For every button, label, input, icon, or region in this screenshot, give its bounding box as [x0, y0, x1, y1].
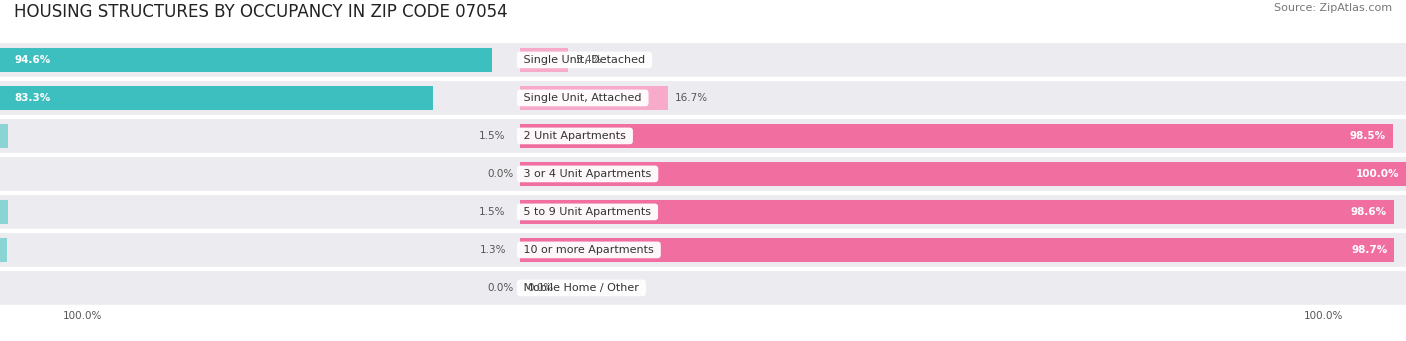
- FancyBboxPatch shape: [0, 231, 1406, 268]
- FancyBboxPatch shape: [0, 193, 1406, 231]
- Text: 5 to 9 Unit Apartments: 5 to 9 Unit Apartments: [520, 207, 655, 217]
- Text: 100.0%: 100.0%: [63, 311, 103, 321]
- Bar: [520, 48, 568, 72]
- Text: 94.6%: 94.6%: [14, 55, 51, 65]
- Bar: [520, 124, 1393, 148]
- Text: 98.6%: 98.6%: [1350, 207, 1386, 217]
- Text: 100.0%: 100.0%: [1303, 311, 1343, 321]
- FancyBboxPatch shape: [0, 117, 1406, 154]
- Bar: [0, 86, 433, 110]
- FancyBboxPatch shape: [0, 79, 1406, 117]
- Bar: [0, 124, 8, 148]
- Text: 10 or more Apartments: 10 or more Apartments: [520, 245, 658, 255]
- FancyBboxPatch shape: [0, 269, 1406, 307]
- Text: 98.7%: 98.7%: [1351, 245, 1388, 255]
- Text: 16.7%: 16.7%: [675, 93, 709, 103]
- FancyBboxPatch shape: [0, 155, 1406, 192]
- Text: 3 or 4 Unit Apartments: 3 or 4 Unit Apartments: [520, 169, 655, 179]
- Bar: [520, 162, 1406, 186]
- Text: HOUSING STRUCTURES BY OCCUPANCY IN ZIP CODE 07054: HOUSING STRUCTURES BY OCCUPANCY IN ZIP C…: [14, 3, 508, 21]
- Text: 1.5%: 1.5%: [479, 131, 505, 141]
- Bar: [0, 48, 492, 72]
- Text: 0.0%: 0.0%: [486, 169, 513, 179]
- Text: 5.4%: 5.4%: [575, 55, 602, 65]
- Text: 83.3%: 83.3%: [14, 93, 51, 103]
- Text: 98.5%: 98.5%: [1350, 131, 1386, 141]
- Text: 0.0%: 0.0%: [527, 283, 554, 293]
- FancyBboxPatch shape: [0, 41, 1406, 78]
- Text: 100.0%: 100.0%: [1355, 169, 1399, 179]
- Text: 1.5%: 1.5%: [479, 207, 505, 217]
- Text: Single Unit, Attached: Single Unit, Attached: [520, 93, 645, 103]
- Bar: [0, 238, 7, 262]
- Text: 1.3%: 1.3%: [479, 245, 506, 255]
- Bar: [0, 200, 8, 224]
- Text: Mobile Home / Other: Mobile Home / Other: [520, 283, 643, 293]
- Bar: [520, 238, 1395, 262]
- Text: 2 Unit Apartments: 2 Unit Apartments: [520, 131, 630, 141]
- Text: Source: ZipAtlas.com: Source: ZipAtlas.com: [1274, 3, 1392, 13]
- Bar: [520, 86, 668, 110]
- Text: Single Unit, Detached: Single Unit, Detached: [520, 55, 648, 65]
- Bar: [520, 200, 1393, 224]
- Text: 0.0%: 0.0%: [486, 283, 513, 293]
